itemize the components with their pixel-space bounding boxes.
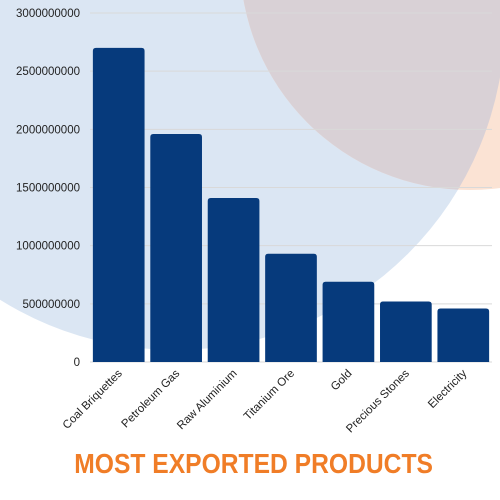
bar	[437, 308, 490, 362]
x-tick-label: Electricity	[426, 367, 469, 410]
y-tick-label: 2000000000	[16, 124, 80, 136]
chart-title: MOST EXPORTED PRODUCTS	[74, 448, 433, 479]
x-tick-label: Gold	[329, 368, 355, 394]
y-axis: 0 500000000 1000000000 1500000000 2000000000…	[16, 8, 80, 369]
y-tick-label: 500000000	[22, 299, 80, 311]
x-tick-label: Raw Aluminium	[175, 368, 240, 433]
bars	[92, 47, 490, 363]
bar	[380, 301, 432, 362]
bar	[265, 253, 317, 362]
bar	[150, 133, 202, 362]
x-tick-label: Titanium Ore	[242, 368, 297, 423]
background-overlap-region	[240, 0, 500, 190]
x-tick-label: Precious Stones	[344, 367, 412, 435]
y-tick-label: 1500000000	[16, 183, 80, 195]
bar	[322, 281, 375, 362]
y-tick-label: 1000000000	[16, 241, 80, 253]
y-tick-label: 2500000000	[16, 66, 80, 78]
x-tick-label: Coal Briquettes	[61, 367, 125, 431]
bar	[207, 197, 260, 362]
bar	[92, 47, 145, 363]
x-tick-label: Petroleum Gas	[120, 367, 183, 430]
y-tick-label: 0	[74, 357, 80, 369]
y-tick-label: 3000000000	[16, 8, 80, 20]
